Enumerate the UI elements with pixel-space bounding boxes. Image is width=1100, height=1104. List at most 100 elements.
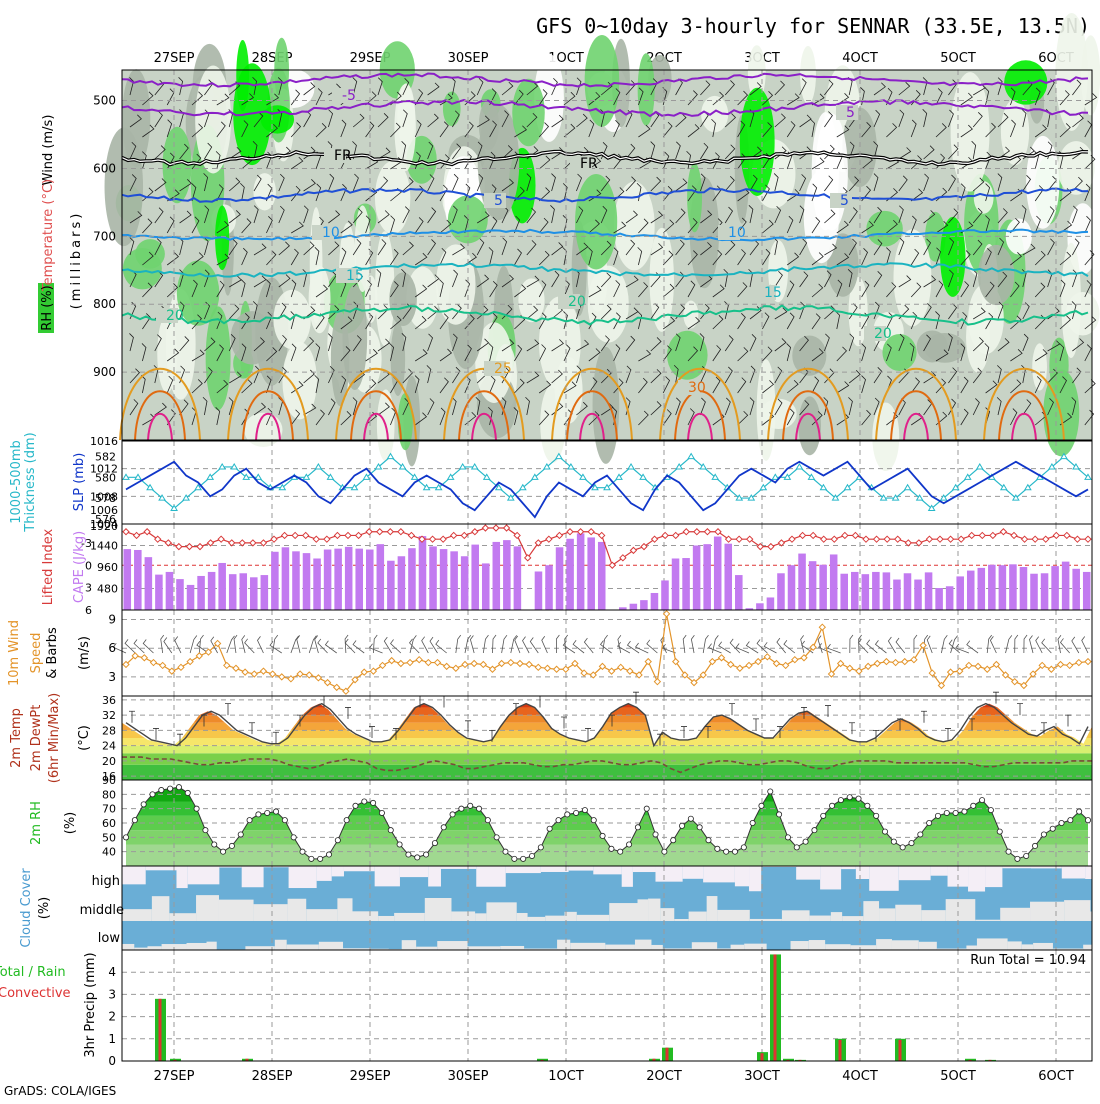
wind-speed-line-point — [736, 664, 744, 672]
upper-barb — [960, 311, 968, 330]
upper-barb — [600, 81, 613, 96]
cloud-gap — [660, 908, 675, 921]
upper-barb — [129, 399, 139, 416]
upper-barb — [1034, 282, 1046, 298]
upper-barb — [377, 176, 389, 192]
upper-barb — [154, 334, 162, 352]
wind-barb — [599, 640, 612, 654]
cape-bar — [376, 544, 385, 610]
upper-barb — [129, 114, 142, 128]
cloud-gap — [151, 896, 170, 921]
li-line-point — [809, 531, 817, 540]
cloud-clear — [1085, 866, 1092, 880]
li-line-point — [576, 528, 585, 536]
upper-barb — [526, 371, 540, 384]
upper-barb — [588, 377, 598, 394]
upper-barb — [748, 205, 754, 224]
cape-bar — [323, 549, 332, 610]
upper-barb — [377, 112, 389, 128]
upper-barb — [352, 335, 362, 352]
li-line-point — [904, 539, 912, 547]
rh2m-line-point — [511, 855, 518, 862]
upper-barb — [923, 334, 931, 352]
upper-barb — [972, 307, 986, 320]
upper-barb — [700, 397, 706, 416]
upper-barb — [154, 110, 163, 128]
upper-barb — [514, 378, 525, 394]
upper-barb — [774, 398, 783, 416]
cloud-gap — [467, 946, 501, 950]
rh2m-line-point — [731, 848, 738, 855]
upper-barb — [141, 343, 147, 362]
cape-bar — [703, 544, 711, 610]
cloud-gap — [717, 948, 731, 950]
wind-barb — [1035, 636, 1043, 654]
wind-speed-line-point — [617, 663, 625, 672]
cloud-clear — [316, 866, 332, 881]
upper-barb — [253, 111, 264, 128]
wind-barb — [510, 635, 518, 654]
thickness-line-point — [1084, 473, 1092, 480]
wind-barb — [849, 634, 854, 654]
cloud-clear — [288, 866, 317, 889]
li-line-point — [872, 535, 881, 543]
upper-barb — [985, 380, 998, 394]
upper-air-ylabels: Wind (m/s) Temperature (°C) RH (%) (mill… — [38, 115, 84, 333]
wind-barb — [514, 635, 521, 654]
li-line-point — [724, 535, 733, 543]
cape-bar — [197, 575, 205, 610]
cloud-gap — [790, 941, 809, 950]
upper-barb — [303, 403, 317, 416]
minmax-bar — [1065, 714, 1071, 727]
li-line-point — [291, 531, 299, 540]
rh2m-line-point — [776, 811, 783, 818]
cape-bar — [851, 571, 859, 610]
upper-barb — [277, 109, 283, 128]
upper-barb — [1059, 90, 1070, 106]
li-line-point — [619, 554, 627, 562]
li-line-point — [164, 539, 172, 547]
upper-barb — [204, 205, 210, 224]
contour-25 — [767, 367, 849, 441]
li-line-point — [460, 531, 468, 540]
temp-band — [122, 745, 1092, 754]
wind-barb — [541, 635, 548, 654]
wind-speed-line-point — [1084, 657, 1092, 666]
rh2m-line-point — [290, 834, 297, 841]
upper-barb — [526, 305, 539, 320]
upper-barb — [997, 271, 1008, 288]
rh-patch — [792, 335, 827, 376]
upper-barb — [179, 210, 192, 224]
upper-barb — [675, 239, 685, 256]
rh2m-line-point — [679, 822, 686, 829]
upper-barb — [266, 250, 277, 266]
wind-speed-line-point — [360, 668, 368, 676]
li-line-point — [280, 531, 289, 540]
upper-barb — [985, 122, 997, 138]
upper-barb — [724, 366, 733, 384]
upper-barb — [662, 283, 675, 298]
upper-barb — [836, 125, 850, 138]
wind-speed-line — [125, 613, 1089, 692]
upper-barb — [786, 379, 799, 394]
cape-bar — [988, 564, 996, 610]
wind-barb — [800, 635, 805, 654]
cape-bar — [1061, 561, 1070, 610]
upper-barb — [600, 335, 610, 352]
ylabel-10m-wind: 10m Wind — [7, 620, 22, 686]
upper-barb — [241, 218, 252, 234]
upper-barb — [142, 251, 154, 266]
rh-tick-60: 60 — [102, 817, 116, 830]
rh-patch — [389, 272, 417, 327]
upper-barb — [328, 241, 340, 256]
upper-barb — [365, 188, 378, 202]
upper-barb — [613, 312, 621, 330]
rh-patch — [354, 205, 371, 292]
upper-barb — [824, 144, 835, 160]
bottom-date-5OCT: 5OCT — [940, 1069, 976, 1084]
upper-barb — [948, 367, 958, 384]
upper-barb — [501, 145, 513, 160]
cape-bar — [471, 544, 479, 610]
upper-barb — [241, 408, 250, 426]
